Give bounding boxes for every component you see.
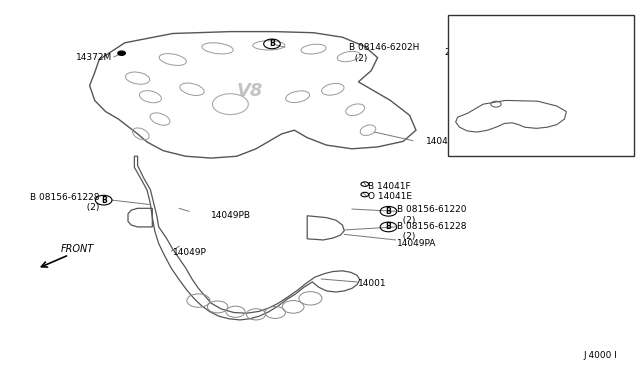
Text: B: B <box>386 207 391 216</box>
Circle shape <box>480 51 488 55</box>
Text: 14001: 14001 <box>358 279 387 288</box>
Text: B 08156-61228
  (2): B 08156-61228 (2) <box>29 193 99 212</box>
Text: 14041PA: 14041PA <box>531 138 570 147</box>
Text: B: B <box>269 39 275 48</box>
Text: B: B <box>101 196 106 205</box>
Circle shape <box>118 51 125 55</box>
Text: B 14041F: B 14041F <box>368 182 411 190</box>
Text: B 08146-6202H
  (2): B 08146-6202H (2) <box>349 43 419 62</box>
Text: O 14041E: O 14041E <box>368 192 412 201</box>
Text: 14049PB: 14049PB <box>211 211 252 219</box>
Text: B: B <box>386 222 391 231</box>
Text: 28945X: 28945X <box>444 48 479 57</box>
Text: 14372M: 14372M <box>76 53 112 62</box>
Text: FRONT: FRONT <box>61 244 94 254</box>
Text: J 4000 I: J 4000 I <box>584 351 618 360</box>
Text: 14049P: 14049P <box>173 248 207 257</box>
Text: 14041P: 14041P <box>426 137 460 146</box>
Text: B 08156-61220
  (2): B 08156-61220 (2) <box>397 205 467 225</box>
Text: V8: V8 <box>236 82 263 100</box>
Text: A/CLNR COVER: A/CLNR COVER <box>482 17 555 27</box>
Bar <box>448 15 634 156</box>
Text: B 08156-61228
  (2): B 08156-61228 (2) <box>397 222 467 241</box>
Text: 14049PA: 14049PA <box>397 239 436 248</box>
